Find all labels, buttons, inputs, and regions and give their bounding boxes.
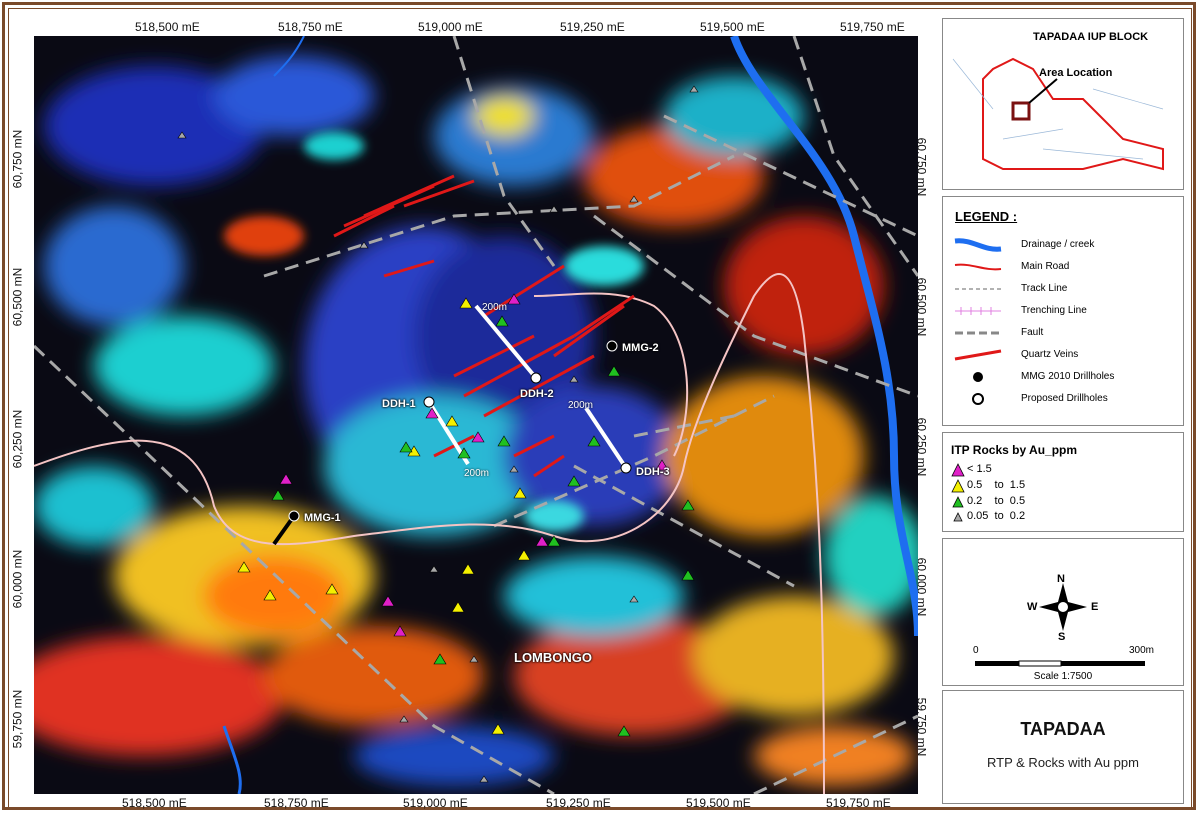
top-axis-label: 518,500 mE [135,20,200,34]
ddh2-length-label: 200m [482,302,508,313]
drainage-creek [273,36,305,77]
east-label: E [1091,601,1099,613]
compass-icon [975,583,1145,667]
rock-classes-title: ITP Rocks by Au_ppm [951,443,1078,457]
rtp-anomaly-field [34,56,918,786]
legend-item-trenching: Trenching Line [955,305,1087,316]
drainage-creek [222,725,242,794]
rtp-map-canvas [34,36,918,794]
left-axis-label: 60,250 mN [10,409,25,469]
mmg2-label: MMG-2 [622,342,659,354]
quartz-veins [333,174,635,478]
left-axis-label: 59,750 mN [10,689,25,749]
legend-item-quartz-veins: Quartz Veins [943,345,1183,365]
map-subtitle: RTP & Rocks with Au ppm [987,755,1139,770]
west-label: W [1027,601,1038,613]
proposed-drillhole [530,372,542,384]
top-axis-label: 519,750 mE [840,20,905,34]
ddh1-label: DDH-1 [382,398,416,410]
title-box: TAPADAA RTP & Rocks with Au ppm [942,690,1184,804]
bottom-axis-label: 519,250 mE [546,796,611,810]
top-axis-label: 519,250 mE [560,20,625,34]
map-title: TAPADAA [1020,719,1106,739]
legend-item-drainage: Drainage / creek [943,235,1183,255]
scale-start: 0 [973,645,979,656]
mmg1-trace [272,514,296,546]
ddh1-length-label: 200m [464,468,490,479]
scale-ratio: Scale 1:7500 [1033,671,1093,682]
ddh3-length-label: 200m [568,400,594,411]
top-axis-label: 519,000 mE [418,20,483,34]
drainage-creek [730,36,918,637]
left-axis-label: 60,750 mN [10,129,25,189]
location-inset: TAPADAA IUP BLOCK Area Location [942,18,1184,190]
inset-title: TAPADAA IUP BLOCK [1033,31,1149,43]
rock-samples [177,85,699,783]
mmg1-label: MMG-1 [304,512,341,524]
rtp-highlights [224,132,644,532]
bottom-axis-label: 519,000 mE [403,796,468,810]
fault-lines [34,36,918,794]
bottom-axis-label: 518,500 mE [122,796,187,810]
rock-classes-panel: ITP Rocks by Au_ppm < 1.5 0.5 to 1.5 0.2… [942,432,1184,532]
mmg-drillhole [606,340,618,352]
main-road [533,292,689,457]
left-axis-label: 60,000 mN [10,549,25,609]
legend-panel: LEGEND : Drainage / creek Main Road Trac… [942,196,1184,426]
scale-end: 300m [1129,645,1155,656]
bottom-axis-label: 518,750 mE [264,796,329,810]
legend-title: LEGEND : [955,209,1018,224]
rtp-map[interactable]: DDH-1 DDH-2 DDH-3 MMG-1 MMG-2 LOMBONGO 2… [34,36,918,794]
ddh2-label: DDH-2 [520,388,554,400]
bottom-axis-label: 519,750 mE [826,796,891,810]
south-label: S [1058,631,1066,643]
legend-item-mmg-drillholes: MMG 2010 Drillholes [943,367,1183,387]
top-axis-label: 519,500 mE [700,20,765,34]
bottom-axis-label: 519,500 mE [686,796,751,810]
main-road [34,272,825,794]
ddh3-label: DDH-3 [636,466,670,478]
left-axis-label: 60,500 mN [10,267,25,327]
proposed-drillhole [620,462,632,474]
lombongo-label: LOMBONGO [514,650,592,665]
inset-map [952,57,1164,171]
proposed-drillhole [423,396,435,408]
legend-item-fault: Fault [955,327,1044,338]
mmg-drillhole [288,510,300,522]
legend-item-track: Track Line [955,283,1068,294]
map-frame-inner [8,8,1192,808]
scale-panel: N S W E 0 300m Scale 1:7500 [942,538,1184,686]
legend-item-road: Main Road [943,257,1183,277]
area-location-label: Area Location [1039,67,1113,79]
north-label: N [1057,573,1065,585]
top-axis-label: 518,750 mE [278,20,343,34]
legend-item-proposed-drillholes: Proposed Drillholes [943,389,1183,409]
